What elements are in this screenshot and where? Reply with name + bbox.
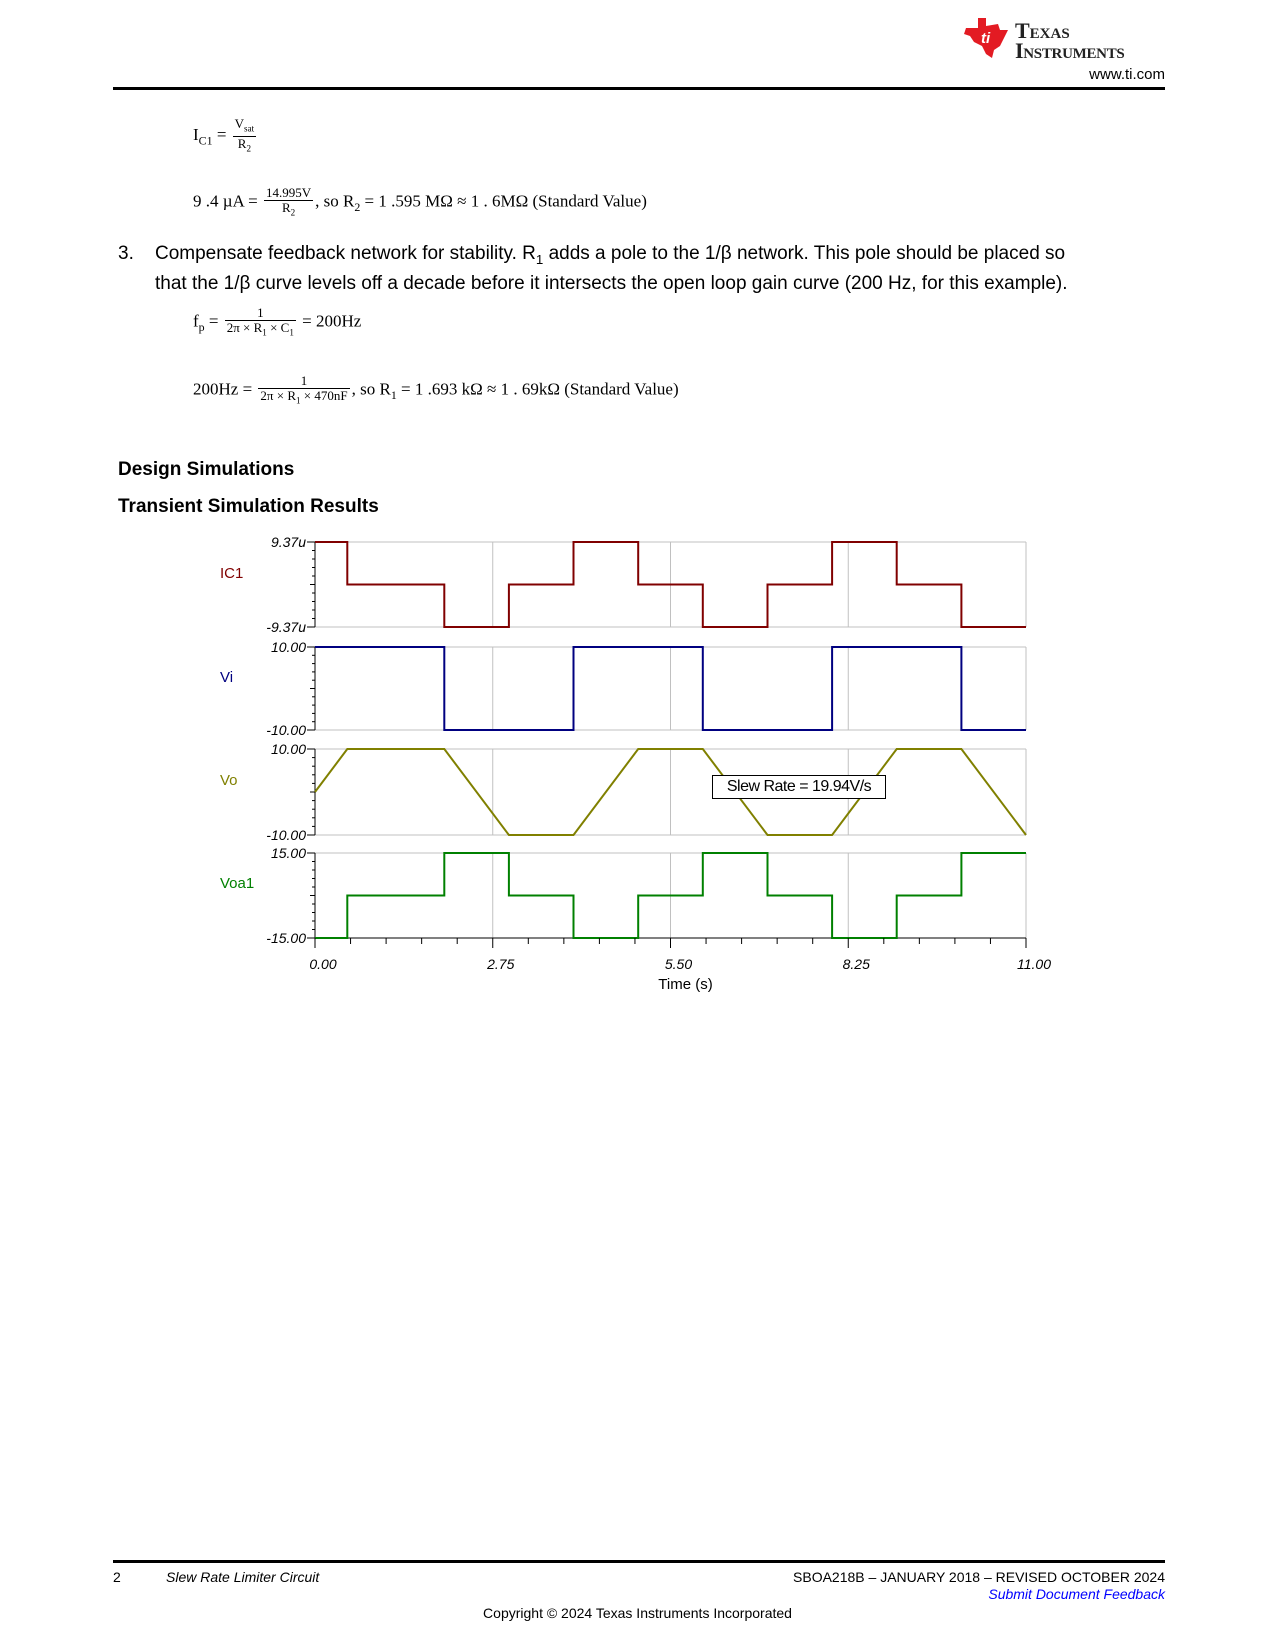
- eq-text: 1: [224, 306, 296, 321]
- eq-text: 2: [246, 143, 252, 154]
- series-label-vo: Vo: [220, 772, 238, 789]
- y-tick-label: -15.00: [266, 930, 306, 946]
- y-tick-label: 10.00: [271, 741, 306, 757]
- x-tick-label: 5.50: [665, 956, 692, 972]
- eq-text: 2: [354, 200, 361, 215]
- y-tick-label: 10.00: [271, 639, 306, 655]
- eq-text: , so R: [351, 379, 391, 399]
- eq-text: 1: [296, 395, 301, 406]
- y-tick-label: 9.37u: [271, 534, 306, 550]
- submit-feedback-link[interactable]: Submit Document Feedback: [988, 1586, 1165, 1602]
- series-label-ic1: IC1: [220, 565, 243, 582]
- eq-text: R: [281, 200, 291, 215]
- step-3-text: Compensate feedback network for stabilit…: [155, 242, 1068, 296]
- eq-text: I: [193, 125, 199, 144]
- x-tick-label: 8.25: [843, 956, 870, 972]
- eq-text: = 1 .595 MΩ ≈ 1 . 6MΩ (Standard Value): [360, 191, 647, 211]
- eq-text: × 470nF: [300, 388, 348, 403]
- series-line-ic1: [315, 541, 1026, 628]
- y-tick-label: 15.00: [271, 845, 306, 861]
- series-line-vo: [314, 748, 1027, 836]
- eq-text: 14.995V: [263, 185, 314, 201]
- eq-text: V: [234, 116, 245, 131]
- series-label-voa1: Voa1: [220, 875, 254, 892]
- eq-text: 200Hz =: [193, 379, 253, 399]
- eq-text: × C: [266, 320, 290, 335]
- eq-text: 1: [390, 388, 397, 403]
- fraction: 1 2π × R1 × 470nF: [258, 374, 350, 408]
- equation-fp: fp = 1 2π × R1 × C1 = 200Hz: [193, 306, 361, 340]
- eq-text: = 200Hz: [302, 311, 362, 331]
- y-tick-label: -9.37u: [266, 619, 306, 635]
- y-tick-label: -10.00: [266, 827, 306, 843]
- heading-design-simulations: Design Simulations: [118, 459, 295, 480]
- step-text: that the 1/β curve levels off a decade b…: [155, 272, 1068, 294]
- eq-text: 2π × R: [226, 320, 263, 335]
- series-line-vi: [315, 646, 1026, 731]
- x-tick-label: 11.00: [1017, 956, 1051, 972]
- x-axis-label: Time (s): [658, 976, 712, 993]
- series-label-vi: Vi: [220, 669, 233, 686]
- step-text: Compensate feedback network for stabilit…: [155, 243, 536, 264]
- page-number: 2: [113, 1569, 121, 1585]
- eq-text: , so R: [315, 191, 355, 211]
- footer-rule: [113, 1560, 1165, 1563]
- eq-text: sat: [244, 123, 255, 134]
- equation-r1: 200Hz = 1 2π × R1 × 470nF, so R1 = 1 .693…: [193, 374, 679, 408]
- eq-text: 2: [290, 207, 296, 218]
- eq-text: = 1 .693 kΩ ≈ 1 . 69kΩ (Standard Value): [396, 379, 679, 399]
- doc-id: SBOA218B – JANUARY 2018 – REVISED OCTOBE…: [793, 1569, 1165, 1585]
- equation-r2: 9 .4 µA = 14.995V R2, so R2 = 1 .595 MΩ ≈…: [193, 186, 647, 220]
- equation-ic1: IC1 = Vsat R2: [193, 117, 258, 155]
- eq-text: R: [237, 135, 247, 151]
- eq-text: =: [216, 125, 227, 144]
- slew-rate-annotation: Slew Rate = 19.94V/s: [712, 775, 886, 799]
- logo-text-line1: Texas: [1015, 18, 1070, 43]
- series-line-voa1: [315, 852, 1026, 939]
- step-3-number: 3.: [118, 243, 134, 264]
- fraction: 14.995V R2: [263, 185, 314, 220]
- eq-text: =: [208, 311, 219, 331]
- logo-text-line2: Instruments: [1015, 38, 1125, 63]
- copyright: Copyright © 2024 Texas Instruments Incor…: [483, 1605, 792, 1621]
- y-tick-label: -10.00: [266, 722, 306, 738]
- eq-text: C1: [198, 133, 213, 148]
- step-text: 1: [535, 251, 544, 267]
- heading-transient-results: Transient Simulation Results: [118, 496, 379, 517]
- eq-text: 1: [258, 374, 350, 389]
- fraction: 1 2π × R1 × C1: [224, 306, 296, 340]
- svg-text:ti: ti: [981, 30, 991, 47]
- eq-text: 1: [262, 327, 267, 338]
- x-tick-label: 0.00: [309, 956, 336, 972]
- header-rule: [113, 87, 1165, 90]
- ti-state-icon: ti: [964, 18, 1008, 58]
- eq-text: 2π × R: [260, 388, 296, 403]
- header-url[interactable]: www.ti.com: [1089, 66, 1165, 83]
- doc-title: Slew Rate Limiter Circuit: [166, 1569, 320, 1585]
- fraction: Vsat R2: [232, 116, 257, 155]
- eq-text: f: [193, 311, 199, 331]
- step-text: adds a pole to the 1/β network. This pol…: [543, 243, 1066, 264]
- eq-text: 9 .4 µA =: [193, 191, 258, 211]
- x-tick-label: 2.75: [486, 956, 514, 972]
- eq-text: 1: [289, 327, 294, 338]
- eq-text: p: [198, 320, 205, 335]
